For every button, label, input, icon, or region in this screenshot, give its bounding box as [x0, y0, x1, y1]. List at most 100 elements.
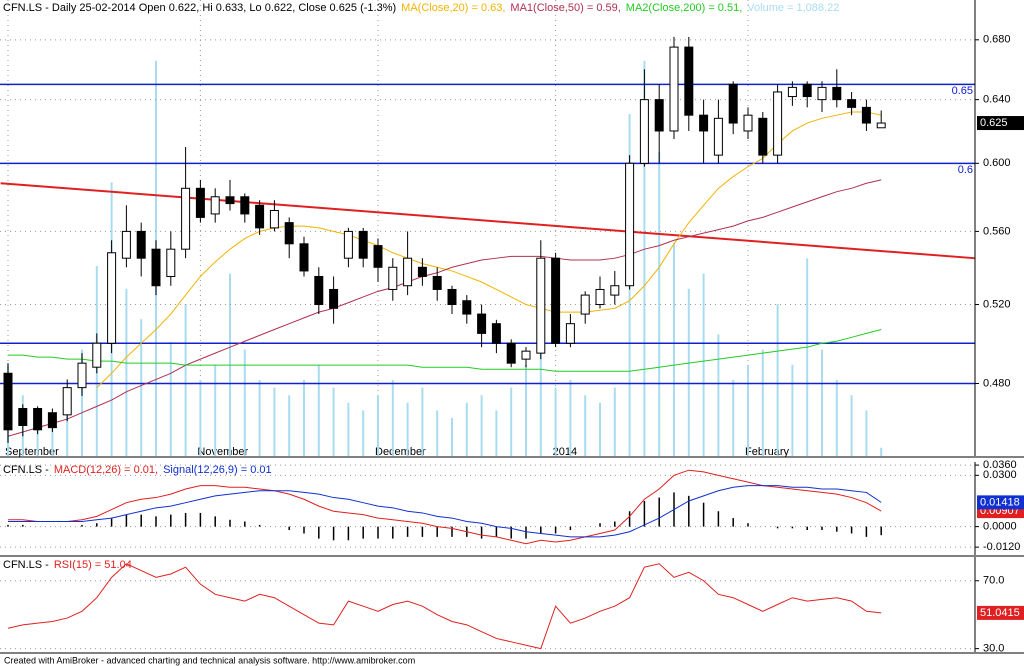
- last-value-label-box: [977, 605, 1024, 620]
- legend-entry: MACD(12,26) = 0.01,: [54, 464, 158, 476]
- candle-body: [18, 407, 28, 427]
- y-tick-label: 0.520: [983, 298, 1011, 310]
- candle-body: [62, 387, 72, 416]
- level-label: 0.6: [958, 164, 973, 176]
- volume-bar: [510, 387, 513, 456]
- panel-title: CFN.LS -: [3, 464, 49, 476]
- candle-body: [773, 91, 783, 156]
- volume-bar: [658, 152, 661, 456]
- y-tick-label: 0.0300: [983, 469, 1017, 481]
- x-tick-label: November: [197, 446, 248, 458]
- volume-bar: [599, 402, 601, 456]
- candle-body: [580, 294, 590, 315]
- candle-body: [787, 86, 797, 98]
- volume-bar: [554, 387, 557, 456]
- volume-bar: [199, 380, 202, 456]
- level-label: 0.65: [952, 85, 973, 97]
- volume-bar: [747, 364, 749, 456]
- volume-bar: [880, 447, 883, 456]
- candle-body: [521, 350, 531, 360]
- indicator-line: [8, 469, 882, 545]
- volume-bar: [539, 342, 542, 456]
- volume-bar: [613, 387, 616, 456]
- volume-bar: [377, 395, 379, 456]
- candle-body: [417, 266, 427, 277]
- x-tick-label: December: [375, 446, 426, 458]
- volume-bar: [258, 380, 261, 456]
- legend-entry: MA(Close,20) = 0.63,: [401, 2, 505, 14]
- moving-average: [7, 179, 882, 437]
- volume-bar: [406, 402, 409, 456]
- candle-body: [225, 196, 235, 205]
- volume-bar: [303, 380, 305, 456]
- candle-body: [447, 288, 457, 306]
- volume-bar: [717, 334, 720, 456]
- volume-bar: [569, 380, 572, 456]
- volume-bar: [791, 364, 794, 456]
- footer: Created with AmiBroker - advanced charti…: [4, 655, 415, 665]
- y-tick-label: 30.0: [983, 643, 1004, 655]
- last-value-label: 0.00907: [980, 505, 1020, 517]
- last-value-label-box: [977, 495, 1024, 510]
- volume-bar: [436, 410, 439, 456]
- volume-bar: [806, 258, 809, 456]
- volume-bar: [495, 410, 498, 456]
- y-tick-label: 0.640: [983, 94, 1011, 106]
- candle-body: [166, 248, 176, 277]
- volume-bar: [643, 60, 646, 457]
- y-tick-label: -0.0120: [983, 541, 1020, 553]
- candle-body: [802, 83, 812, 98]
- volume-bar: [81, 349, 83, 456]
- candle-body: [314, 275, 324, 306]
- candle-body: [358, 230, 368, 259]
- candle-body: [654, 99, 664, 132]
- candle-body: [121, 230, 131, 259]
- candle-body: [847, 99, 857, 108]
- candle-body: [343, 230, 353, 259]
- y-tick-label: 0.560: [983, 225, 1011, 237]
- candle-body: [373, 245, 383, 268]
- volume-bar: [125, 288, 128, 456]
- volume-bar: [51, 418, 54, 456]
- trend-line: [0, 182, 975, 260]
- candle-body: [684, 46, 694, 116]
- volume-bar: [525, 364, 527, 456]
- volume-bar: [584, 395, 587, 456]
- volume-bar: [421, 387, 424, 456]
- volume-bar: [821, 349, 823, 456]
- volume-bar: [776, 304, 779, 456]
- volume-bar: [169, 342, 172, 456]
- volume-bar: [687, 288, 690, 456]
- candle-body: [181, 187, 191, 250]
- volume-bar: [243, 349, 246, 456]
- candle-body: [639, 99, 649, 164]
- candle-body: [728, 83, 738, 124]
- candle-body: [565, 323, 575, 344]
- candle-body: [506, 342, 516, 364]
- indicator-line: [7, 563, 882, 650]
- volume-bar: [465, 402, 468, 456]
- volume-bar: [317, 364, 320, 456]
- candle-body: [151, 248, 161, 287]
- y-tick-label: 0.0360: [983, 459, 1017, 471]
- volume-bar: [140, 319, 143, 456]
- last-value-label: 0.01418: [980, 496, 1020, 508]
- candle-body: [462, 300, 472, 315]
- y-tick-label: 0.600: [983, 157, 1011, 169]
- last-price-label: 0.625: [980, 117, 1008, 129]
- legend-entry: Signal(12,26,9) = 0.01: [163, 464, 272, 476]
- volume-bar: [732, 380, 735, 456]
- candle-body: [284, 222, 294, 245]
- indicator-line: [8, 485, 882, 538]
- volume-bar: [273, 387, 276, 456]
- candle-body: [817, 86, 827, 101]
- candle-body: [669, 46, 679, 132]
- candle-body: [329, 288, 339, 309]
- candle-body: [388, 266, 398, 290]
- candle-body: [136, 230, 146, 259]
- candle-body: [107, 252, 117, 344]
- y-tick-label: 70.0: [983, 575, 1004, 587]
- volume-bar: [673, 243, 675, 456]
- y-tick-label: 0.480: [983, 377, 1011, 389]
